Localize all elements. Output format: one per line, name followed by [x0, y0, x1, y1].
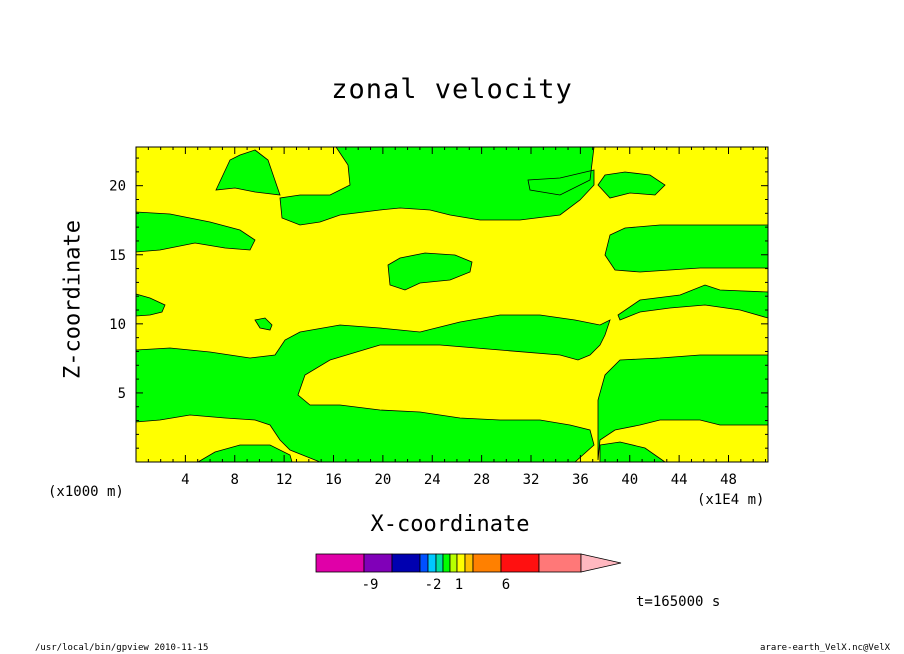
x-tick-label-9: 40 — [621, 472, 638, 488]
colorbar-label-1: -2 — [425, 577, 442, 593]
colorbar-cell-11 — [500, 553, 540, 573]
x-unit-note: (x1000 m) — [48, 484, 124, 500]
colorbar-cell-3 — [419, 553, 429, 573]
x-tick-label-6: 28 — [473, 472, 490, 488]
region-right-upper — [604, 224, 769, 273]
colorbar-label-2: 1 — [455, 577, 463, 593]
region-main-band — [135, 314, 611, 463]
footer-right: arare-earth_VelX.nc@VelX — [760, 643, 891, 653]
colorbar-cell-7 — [449, 553, 458, 573]
region-center-blob — [387, 252, 473, 291]
region-top-left-blob — [215, 149, 281, 196]
footer-left: /usr/local/bin/gpview 2010-11-15 — [35, 643, 209, 653]
colorbar-cell-5 — [435, 553, 444, 573]
y-axis-label: Z-coordinate — [60, 220, 86, 379]
plot-frame — [135, 146, 769, 463]
x-tick-label-10: 44 — [671, 472, 688, 488]
colorbar: -9 -2 1 6 — [315, 553, 622, 593]
colorbar-label-0: -9 — [362, 577, 379, 593]
colorbar-cell-12 — [538, 553, 582, 573]
colorbar-arrow — [580, 553, 622, 573]
x-axis-label: X-coordinate — [370, 512, 530, 537]
region-left-upper — [135, 211, 256, 253]
colorbar-cell-6 — [442, 553, 451, 573]
plot-area — [135, 146, 769, 463]
chart-title: zonal velocity — [331, 74, 573, 105]
x-tick-label-2: 12 — [276, 472, 293, 488]
x-axis: 4 8 12 16 20 24 28 32 36 40 44 48 — [147, 147, 767, 488]
x-tick-label-3: 16 — [325, 472, 342, 488]
x-tick-label-4: 20 — [374, 472, 391, 488]
x-scale-note: (x1E4 m) — [697, 492, 765, 508]
colorbar-cell-10 — [472, 553, 502, 573]
colorbar-cell-9 — [464, 553, 474, 573]
y-tick-label-3: 20 — [109, 179, 126, 195]
x-tick-label-1: 8 — [231, 472, 239, 488]
y-tick-label-1: 10 — [109, 317, 126, 333]
region-right-bottom — [599, 441, 667, 463]
colorbar-cell-8 — [456, 553, 466, 573]
region-small-blob — [254, 317, 273, 331]
x-tick-label-0: 4 — [181, 472, 189, 488]
y-axis: 5 10 15 20 — [109, 157, 768, 449]
colorbar-cell-1 — [363, 553, 393, 573]
green-regions — [135, 146, 769, 463]
x-tick-label-11: 48 — [720, 472, 737, 488]
colorbar-cell-2 — [391, 553, 421, 573]
colorbar-label-3: 6 — [502, 577, 510, 593]
x-tick-label-5: 24 — [424, 472, 441, 488]
time-label: t=165000 s — [636, 594, 721, 610]
y-tick-label-0: 5 — [118, 386, 126, 402]
colorbar-cell-0 — [315, 553, 365, 573]
x-tick-label-8: 36 — [572, 472, 589, 488]
x-tick-label-7: 32 — [523, 472, 540, 488]
region-top-right-small — [597, 171, 666, 199]
colorbar-cell-4 — [427, 553, 437, 573]
y-tick-label-2: 15 — [109, 248, 126, 264]
region-top-mid — [279, 146, 595, 226]
